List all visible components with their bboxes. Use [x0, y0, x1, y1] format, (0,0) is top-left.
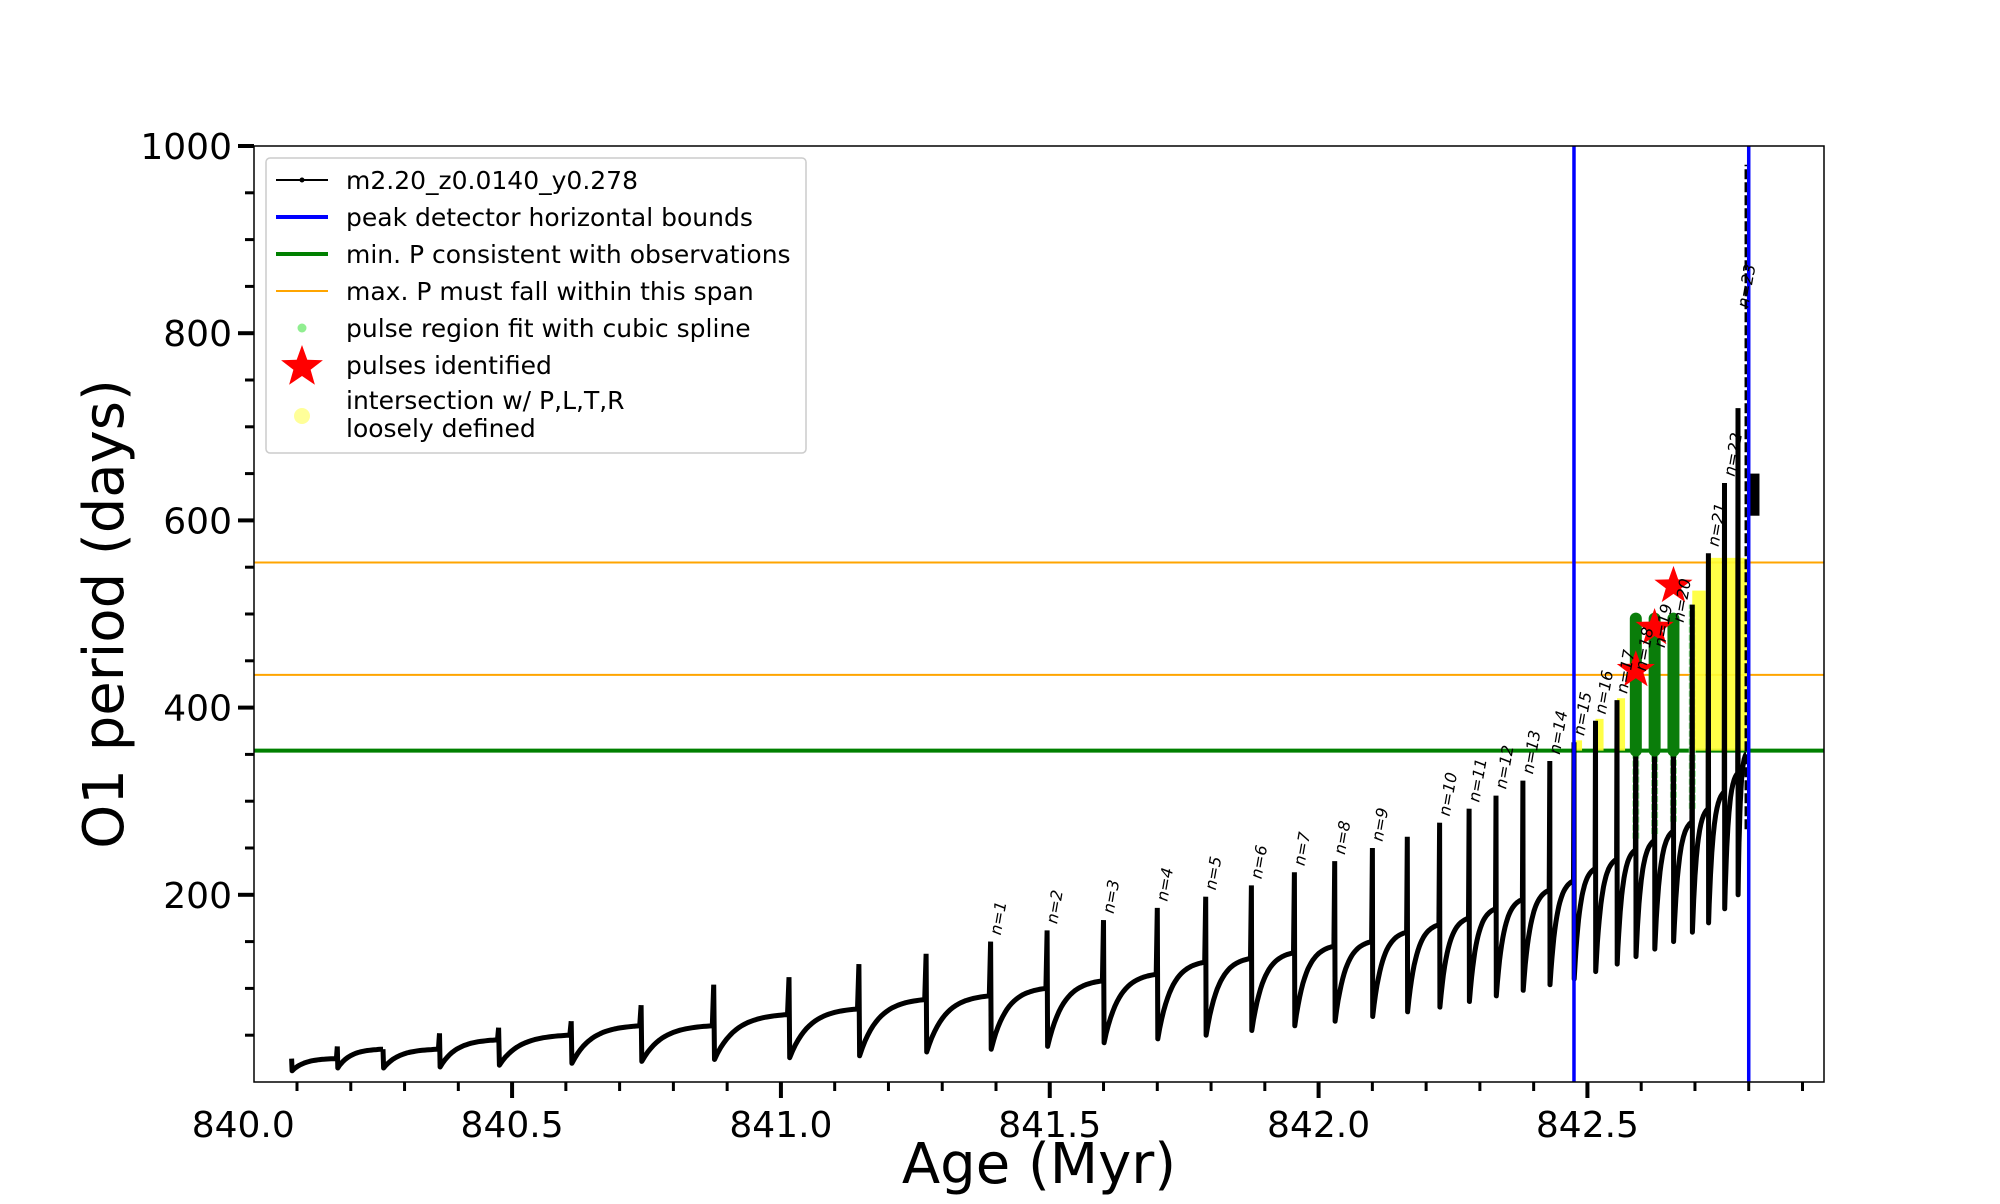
x-axis-title: Age (Myr): [902, 1132, 1176, 1197]
legend-label: pulses identified: [346, 351, 552, 380]
y-axis-title: O1 period (days): [72, 379, 137, 849]
pulse-number-label: n=8: [1330, 819, 1355, 856]
legend-handle-star: [281, 345, 323, 385]
plot-frame: [253, 145, 1825, 1083]
legend-label: loosely defined: [346, 414, 536, 443]
y-tick-label: 1000: [140, 127, 232, 168]
x-tick-label: 841.0: [729, 1105, 832, 1146]
pulse-number-label: n=2: [1042, 889, 1067, 926]
chart-marks: n=1 n=2 n=3 n=4 n=5 n=6 n=7 n=8 n=9n=10 n=11 n=12 n…: [254, 146, 1824, 1082]
pulse-number-label: n=11: [1464, 757, 1490, 804]
legend-label: peak detector horizontal bounds: [346, 203, 753, 232]
pulse-identified-star: [1654, 565, 1693, 603]
pulse-number-label: n=22: [1720, 431, 1746, 478]
legend-label: intersection w/ P,L,T,R: [346, 386, 625, 415]
legend-label: max. P must fall within this span: [346, 277, 754, 306]
legend-label: pulse region fit with cubic spline: [346, 314, 751, 343]
legend-label: m2.20_z0.0140_y0.278: [346, 166, 638, 195]
legend-handle-dot: [297, 323, 307, 333]
y-tick-label: 600: [163, 501, 232, 542]
y-tick-label: 400: [163, 689, 232, 730]
pulse-number-label: n=3: [1099, 878, 1124, 915]
x-tick-label: 840.5: [461, 1105, 564, 1146]
intersection-region: [1616, 698, 1626, 751]
x-tick-label: 841.5: [998, 1105, 1101, 1146]
legend-handle-marker: [299, 177, 305, 183]
chart-axes: 840.0 840.5 841.0 841.5 842.0 842.5 200 400 600 8…: [140, 127, 1804, 1146]
intersection-region: [1708, 557, 1722, 751]
model-track-tail: [1748, 473, 1760, 516]
legend-box: [265, 157, 807, 454]
pulse-number-label: n=13: [1518, 729, 1544, 776]
pulse-number-label: n=10: [1435, 771, 1461, 818]
y-tick-label: 800: [163, 314, 232, 355]
x-tick-label: 842.5: [1536, 1105, 1639, 1146]
model-track-line: [289, 408, 1749, 1074]
legend-label: min. P consistent with observations: [346, 240, 791, 269]
legend-handle-dot: [294, 408, 310, 424]
intersection-region: [1595, 718, 1604, 751]
intersection-region: [1573, 740, 1583, 751]
x-tick-label: 842.0: [1267, 1105, 1370, 1146]
pulse-number-label: n=9: [1368, 806, 1393, 843]
pulse-number-label: n=7: [1290, 830, 1315, 867]
x-tick-label: 840.0: [192, 1105, 295, 1146]
intersection-region: [1692, 590, 1706, 751]
pulse-identified-star: [1616, 650, 1655, 687]
pulse-number-label: n=23: [1733, 263, 1759, 310]
y-tick-label: 200: [163, 876, 232, 917]
pulse-number-label: n=5: [1201, 855, 1226, 892]
pulse-number-label: n=6: [1247, 844, 1272, 881]
pulse-number-label: n=4: [1153, 866, 1178, 903]
pulse-identified-star: [1635, 608, 1674, 645]
pulse-number-label: n=1: [986, 900, 1011, 937]
